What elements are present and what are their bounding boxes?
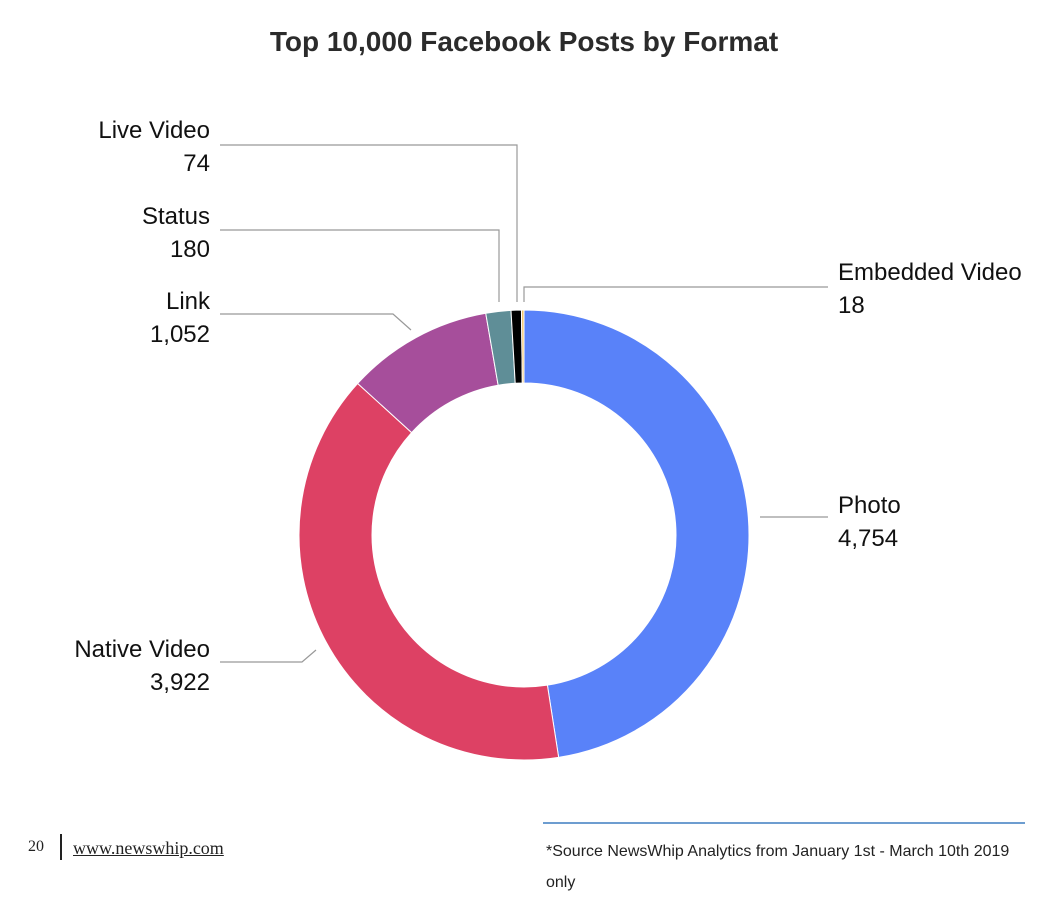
slice-embedded-video — [520, 309, 525, 384]
value-label-embedded-video: 18 — [838, 292, 865, 319]
leader-line-embedded-video — [523, 286, 828, 302]
slice-native-video — [298, 382, 560, 761]
value-label-live-video: 74 — [183, 150, 210, 177]
leader-line-native-video — [220, 649, 317, 663]
label-embedded-video: Embedded Video — [838, 259, 1022, 286]
source-divider — [543, 822, 1025, 824]
chart-title: Top 10,000 Facebook Posts by Format — [269, 26, 779, 57]
source-note: *Source NewsWhip Analytics from January … — [546, 843, 1010, 891]
slice-photo — [523, 309, 750, 758]
leader-line-live-video — [220, 144, 518, 302]
leader-line-status — [220, 229, 500, 302]
label-link: Link — [166, 288, 211, 315]
label-status: Status — [142, 203, 210, 230]
value-label-native-video: 3,922 — [150, 669, 210, 696]
website-link[interactable]: www.newswhip.com — [73, 838, 224, 858]
page-number: 20 — [28, 838, 44, 855]
value-label-photo: 4,754 — [838, 525, 898, 552]
label-live-video: Live Video — [98, 117, 210, 144]
footer-divider — [60, 834, 62, 860]
value-label-status: 180 — [170, 236, 210, 263]
leader-line-link — [220, 313, 412, 331]
label-native-video: Native Video — [74, 636, 210, 663]
value-label-link: 1,052 — [150, 321, 210, 348]
label-photo: Photo — [838, 492, 901, 519]
